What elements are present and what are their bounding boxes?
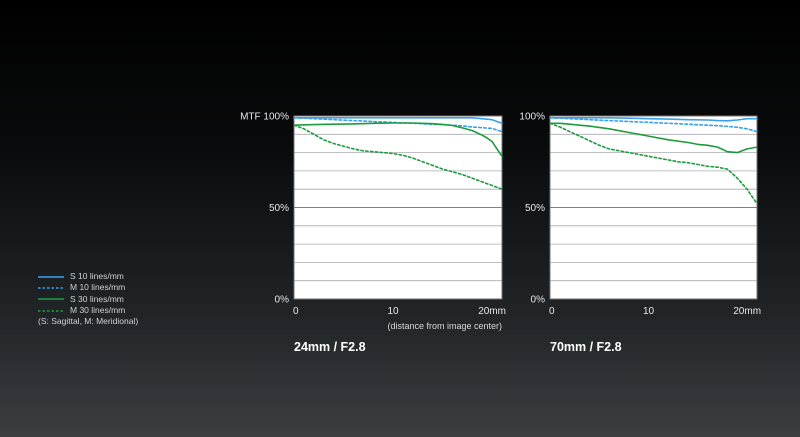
legend-swatch	[38, 275, 64, 278]
legend-item: S 30 lines/mm	[38, 294, 138, 305]
series-line	[293, 117, 503, 125]
series-line	[293, 117, 503, 133]
legend-item: S 10 lines/mm	[38, 271, 138, 282]
plot-frame	[293, 115, 503, 300]
x-tick-label: 0	[293, 306, 299, 317]
chart-title: 70mm / F2.8	[550, 340, 622, 354]
y-tick-label: 0%	[531, 295, 546, 306]
x-tick-label: 10	[387, 306, 399, 317]
y-tick-label: 0%	[275, 295, 290, 306]
legend-swatch	[38, 309, 64, 312]
x-tick-label: 20mm	[733, 306, 761, 317]
series-line	[549, 117, 758, 122]
chart-title: 24mm / F2.8	[294, 340, 366, 354]
legend-label: M 10 lines/mm	[70, 282, 126, 293]
series-line	[549, 122, 758, 205]
legend-label: M 30 lines/mm	[70, 304, 126, 315]
series-line	[293, 122, 503, 158]
series-line	[549, 117, 758, 133]
x-axis-label: (distance from image center)	[387, 321, 502, 331]
x-tick-label: 0	[549, 306, 555, 317]
legend-label: S 30 lines/mm	[70, 293, 124, 304]
legend-item: M 30 lines/mm	[38, 305, 138, 316]
y-tick-label: MTF 100%	[240, 112, 289, 123]
plot-frame	[549, 115, 758, 300]
legend-item: M 10 lines/mm	[38, 282, 138, 293]
x-tick-label: 20mm	[478, 306, 506, 317]
x-tick-label: 10	[643, 306, 655, 317]
legend: S 10 lines/mm M 10 lines/mm S 30 lines/m…	[38, 271, 138, 327]
y-tick-label: 100%	[519, 112, 545, 123]
y-tick-label: 50%	[269, 203, 289, 214]
series-line	[549, 122, 758, 154]
legend-note: (S: Sagittal, M: Meridional)	[38, 316, 139, 327]
series-line	[293, 124, 503, 190]
y-tick-label: 50%	[525, 203, 545, 214]
legend-label: S 10 lines/mm	[70, 271, 124, 281]
legend-swatch	[38, 287, 64, 289]
legend-swatch	[38, 298, 64, 300]
